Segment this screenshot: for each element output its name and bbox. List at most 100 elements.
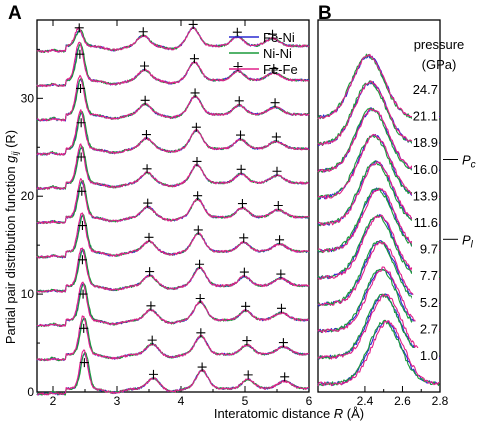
peak-marker-p5 xyxy=(268,29,278,39)
b-x-tick-label-2.8: 2.8 xyxy=(432,394,449,408)
peak-marker-p3 xyxy=(197,362,207,372)
series-fe-fe-curve-2 xyxy=(36,315,310,362)
peak-marker-p4 xyxy=(232,27,242,37)
pressure-label-5.2: 5.2 xyxy=(420,295,438,310)
peak-marker-p2 xyxy=(147,335,157,345)
pressure-label-bg xyxy=(412,268,439,284)
series-fe-fe-curve-8 xyxy=(36,109,309,156)
peak-marker-p5 xyxy=(271,132,281,142)
pressure-header-1: pressure xyxy=(414,37,465,52)
x-axis-label: Interatomic distance R (Å) xyxy=(214,406,364,421)
y-tick-label-20: 20 xyxy=(21,189,35,203)
series-fe-fe-curve-1 xyxy=(37,349,309,396)
pressure-label-2.7: 2.7 xyxy=(420,321,438,336)
peak-marker-p5 xyxy=(269,63,279,73)
legend-label-ni-ni: Ni-Ni xyxy=(263,46,292,61)
peak-marker-p2 xyxy=(148,369,158,379)
peak-marker-p5 xyxy=(276,269,286,279)
pressure-label-9.7: 9.7 xyxy=(420,242,438,257)
series-fe-ni-curve-6 xyxy=(36,181,310,225)
peak-marker-p3 xyxy=(191,122,201,132)
pressure-label-bg xyxy=(412,294,439,310)
pressure-label-bg xyxy=(412,135,439,151)
peak-marker-p3 xyxy=(195,294,205,304)
pressure-label-7.7: 7.7 xyxy=(420,268,438,283)
peak-marker-p4 xyxy=(241,301,251,311)
pressure-label-11.6: 11.6 xyxy=(414,215,438,230)
b-x-tick-label-2.6: 2.6 xyxy=(394,394,411,408)
peak-marker-p2 xyxy=(140,95,150,105)
peak-marker-p2 xyxy=(141,130,151,140)
y-tick-label-0: 0 xyxy=(27,385,34,399)
series-fe-fe-curve-4 xyxy=(36,247,310,293)
peak-marker-p3 xyxy=(195,259,205,269)
series-fe-fe-curve-7 xyxy=(36,143,310,190)
series-ni-ni-curve-5 xyxy=(36,213,310,259)
x-tick-label-5: 5 xyxy=(242,394,249,408)
x-tick-label-4: 4 xyxy=(178,394,185,408)
peak-marker-p4 xyxy=(242,336,252,346)
pressure-label-bg xyxy=(412,348,439,363)
series-fe-ni-curve-9 xyxy=(36,78,310,122)
pressure-label-18.9: 18.9 xyxy=(413,135,438,150)
series-fe-fe-curve-6 xyxy=(36,178,310,225)
y-tick-label-30: 30 xyxy=(21,91,35,105)
b-x-tick-label-2.4: 2.4 xyxy=(357,394,374,408)
peak-marker-p1 xyxy=(76,83,86,93)
pressure-label-13.9: 13.9 xyxy=(413,188,438,203)
peak-marker-p2 xyxy=(146,301,156,311)
peak-marker-p1 xyxy=(78,289,88,299)
x-tick-label-2: 2 xyxy=(50,394,57,408)
peak-marker-p2 xyxy=(142,164,152,174)
peak-marker-p3 xyxy=(188,19,198,29)
pressure-label-21.1: 21.1 xyxy=(413,109,438,124)
marker-label-c: Pc xyxy=(462,153,476,171)
peak-marker-p4 xyxy=(234,96,244,106)
pressure-label-bg xyxy=(412,321,439,337)
marker-label-l: Pl xyxy=(462,232,474,250)
peak-marker-p2 xyxy=(138,27,148,37)
peak-marker-p4 xyxy=(239,267,249,277)
peak-marker-p2 xyxy=(140,61,150,71)
pressure-label-24.7: 24.7 xyxy=(413,82,438,97)
b-series-fe-fe-curve-11 xyxy=(317,320,440,387)
peak-marker-p5 xyxy=(280,372,290,382)
pressure-header-2: (GPa) xyxy=(422,57,457,72)
peak-marker-p1 xyxy=(76,152,86,162)
pressure-label-16.0: 16.0 xyxy=(413,162,438,177)
peak-marker-p1 xyxy=(77,186,87,196)
peak-marker-p1 xyxy=(76,118,86,128)
peak-marker-p4 xyxy=(239,233,249,243)
panel-b-label: B xyxy=(318,3,332,24)
peak-marker-p3 xyxy=(189,54,199,64)
series-fe-fe-curve-3 xyxy=(36,281,310,327)
pressure-label-bg xyxy=(412,188,439,204)
series-fe-fe-curve-9 xyxy=(37,74,310,122)
panel-a-label: A xyxy=(8,3,22,24)
pressure-label-bg xyxy=(412,241,439,257)
y-axis-label: Partial pair distribution function gij (… xyxy=(3,130,20,344)
x-tick-label-6: 6 xyxy=(306,394,313,408)
peak-marker-p1 xyxy=(75,49,85,59)
peak-marker-p5 xyxy=(275,235,285,245)
peak-marker-p4 xyxy=(237,199,247,209)
peak-marker-p1 xyxy=(77,221,87,231)
panel-b-frame xyxy=(317,19,441,393)
peak-marker-p3 xyxy=(190,88,200,98)
legend-label-fe-ni: Fe-Ni xyxy=(263,30,295,45)
peak-marker-p3 xyxy=(192,156,202,166)
legend-label-fe-fe: Fe-Fe xyxy=(263,62,298,77)
series-fe-fe-curve-10 xyxy=(36,41,310,88)
peak-marker-p1 xyxy=(77,255,87,265)
pressure-label-1.0: 1.0 xyxy=(420,348,438,363)
peak-marker-p2 xyxy=(143,198,153,208)
pressure-label-bg xyxy=(412,161,439,177)
peak-marker-p5 xyxy=(272,166,282,176)
peak-marker-p5 xyxy=(278,338,288,348)
peak-marker-p1 xyxy=(79,323,89,333)
panel-b: 2.4 2.6 2.8 pressure (GPa) 24.7 21.1 18.9 16.0 13… xyxy=(317,19,476,408)
peak-marker-p4 xyxy=(236,164,246,174)
peak-marker-p2 xyxy=(145,267,155,277)
